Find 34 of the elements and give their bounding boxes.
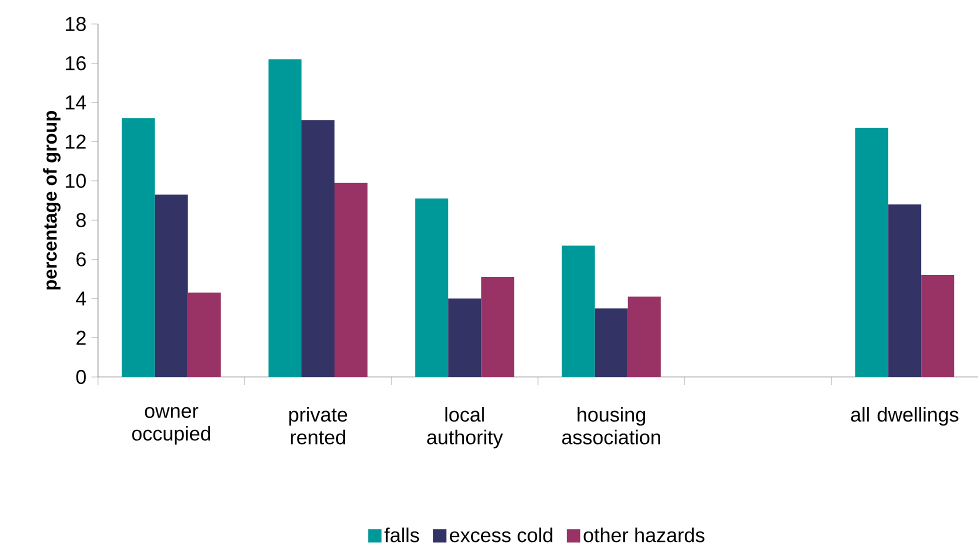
bar xyxy=(334,182,368,377)
legend-label: falls xyxy=(384,528,419,542)
y-tick-label: 14 xyxy=(66,96,86,110)
bar xyxy=(628,296,661,377)
y-tick-label: 6 xyxy=(76,252,86,266)
bar xyxy=(154,194,188,377)
bar xyxy=(268,59,302,377)
bar xyxy=(188,292,221,377)
bar xyxy=(855,128,888,377)
bar xyxy=(302,120,335,377)
y-tick-label: 18 xyxy=(66,16,86,32)
bar xyxy=(562,246,595,377)
bar xyxy=(594,308,628,377)
x-tick-label: all dwellings xyxy=(851,407,958,426)
legend-label: excess cold xyxy=(450,528,552,542)
bar xyxy=(448,298,482,377)
y-tick-label: 16 xyxy=(66,56,86,70)
x-tick-label: housing association xyxy=(562,407,660,444)
bar xyxy=(122,118,155,377)
legend-label: other hazards xyxy=(584,528,704,542)
y-tick-label: 12 xyxy=(66,134,86,149)
x-tick-label: private rented xyxy=(289,407,348,444)
bar xyxy=(415,198,448,377)
y-axis-title: percentage of group xyxy=(43,111,61,290)
y-tick-label: 0 xyxy=(76,370,86,384)
y-tick-label: 2 xyxy=(76,330,86,345)
y-tick-label: 8 xyxy=(76,213,86,228)
x-tick-label: local authority xyxy=(427,407,503,448)
bar xyxy=(921,275,954,377)
x-tick-label: owner occupied xyxy=(132,407,210,445)
y-tick-label: 4 xyxy=(76,292,86,306)
bar xyxy=(481,276,514,377)
bar xyxy=(888,204,922,377)
y-tick-label: 10 xyxy=(66,174,86,188)
